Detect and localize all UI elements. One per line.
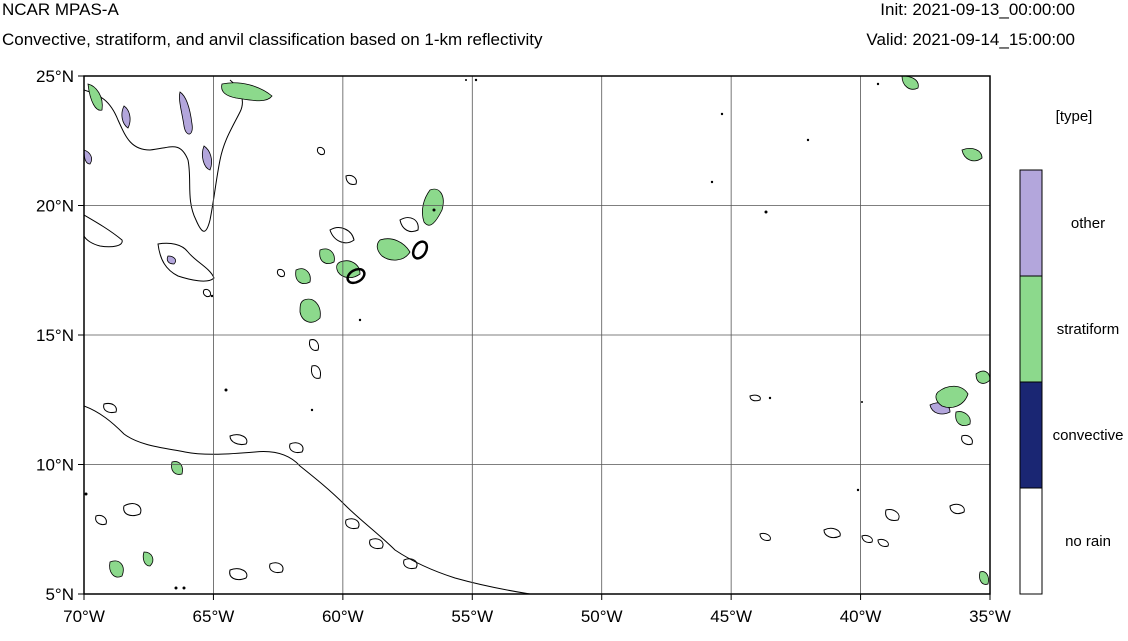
axis-ticks: 70°W 65°W 60°W 55°W 50°W 45°W 40°W 35°W 25°N 20°N…: [36, 67, 1011, 626]
legend: [type] other stratiform convective no rain: [1019, 108, 1124, 595]
lat-tick-label: 20°N: [36, 197, 74, 216]
lon-tick-label: 50°W: [581, 607, 623, 626]
lat-tick-label: 5°N: [45, 585, 74, 604]
reflectivity-contours: [95, 147, 973, 581]
model-title: NCAR MPAS-A: [2, 0, 119, 19]
init-time: Init: 2021-09-13_00:00:00: [880, 0, 1075, 19]
lon-tick-label: 35°W: [969, 607, 1011, 626]
legend-swatch-convective: [1019, 381, 1043, 489]
lon-tick-label: 45°W: [710, 607, 752, 626]
legend-label: stratiform: [1057, 321, 1120, 338]
gridlines: [84, 76, 990, 594]
lon-tick-label: 40°W: [840, 607, 882, 626]
legend-label: other: [1071, 215, 1105, 232]
map-features: [84, 76, 990, 594]
coastline-islet: [84, 214, 123, 248]
lat-tick-label: 25°N: [36, 67, 74, 86]
other-areas: [84, 91, 951, 415]
stratiform-areas: [87, 76, 990, 585]
legend-swatch-no-rain: [1019, 487, 1043, 595]
coastline-islet-2: [157, 242, 215, 282]
legend-title: [type]: [1056, 108, 1093, 125]
legend-label: convective: [1053, 427, 1124, 444]
valid-time: Valid: 2021-09-14_15:00:00: [866, 30, 1075, 49]
coastline-hispaniola: [84, 79, 243, 232]
lon-tick-label: 60°W: [322, 607, 364, 626]
legend-swatch-stratiform: [1019, 275, 1043, 383]
lon-tick-label: 55°W: [451, 607, 493, 626]
coastline-south-america: [84, 405, 531, 594]
lat-tick-label: 10°N: [36, 456, 74, 475]
lon-tick-label: 65°W: [193, 607, 235, 626]
plot-description: Convective, stratiform, and anvil classi…: [2, 30, 543, 49]
convective-specks: [84, 78, 880, 590]
lon-tick-label: 70°W: [63, 607, 105, 626]
legend-swatch-other: [1019, 169, 1043, 277]
legend-label: no rain: [1065, 533, 1111, 550]
lat-tick-label: 15°N: [36, 326, 74, 345]
